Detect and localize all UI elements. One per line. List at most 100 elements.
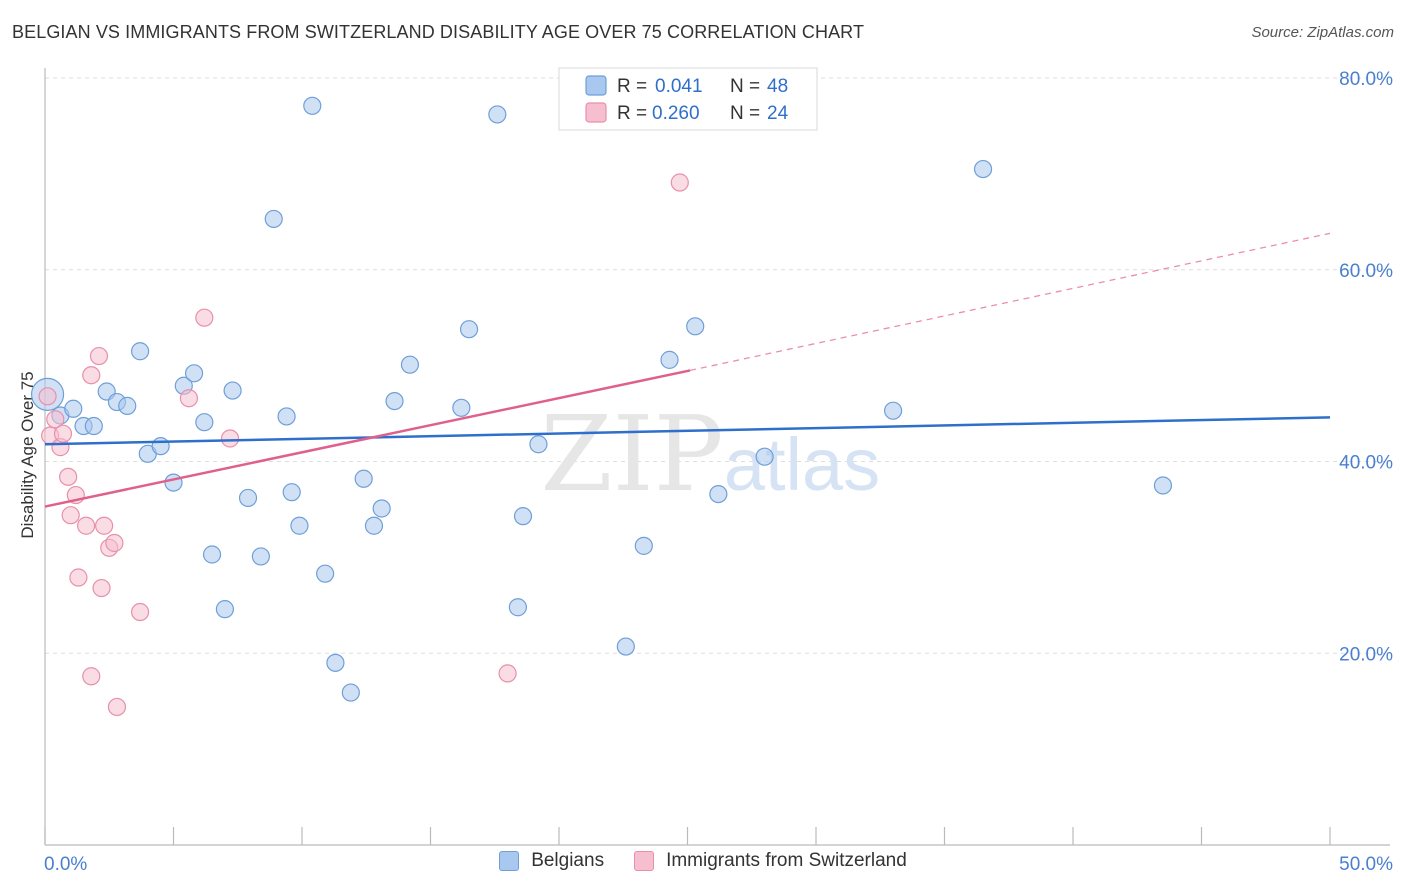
point-belgians	[709, 484, 728, 504]
axes	[44, 68, 1390, 846]
point-belgians	[755, 447, 774, 466]
trend-line-swiss	[44, 369, 691, 508]
point-swiss	[77, 516, 96, 535]
point-swiss	[220, 429, 240, 448]
point-belgians	[215, 600, 234, 619]
legend-label-swiss: Immigrants from Switzerland	[666, 850, 907, 871]
stats-swatch-pink	[585, 102, 607, 123]
point-belgians	[400, 355, 420, 374]
point-belgians	[184, 364, 204, 383]
legend-item-swiss: Immigrants from Switzerland	[634, 850, 907, 872]
point-swiss	[38, 387, 57, 406]
point-belgians	[290, 516, 309, 535]
point-belgians	[118, 396, 137, 415]
point-belgians	[195, 413, 214, 432]
legend-swatch-pink	[634, 851, 655, 871]
grid-lines	[45, 77, 1390, 654]
y-tick-label: 20.0%	[1339, 644, 1393, 665]
point-swiss	[82, 366, 101, 385]
trend-line-swiss-extension	[689, 232, 1331, 372]
legend-label-belgians: Belgians	[531, 850, 605, 871]
stats-r-label-pink: R =	[617, 103, 647, 124]
legend-swatch-blue	[499, 851, 520, 871]
series-legend: Belgians Immigrants from Switzerland	[0, 850, 1406, 872]
point-swiss	[179, 389, 199, 408]
watermark-zip: ZIP	[540, 393, 723, 515]
point-belgians	[238, 488, 258, 508]
point-belgians	[883, 401, 903, 420]
x-tick-labels: 0.0% 50.0%	[44, 854, 1393, 875]
stats-n-label-pink: N =	[730, 103, 760, 124]
point-belgians	[223, 381, 242, 400]
point-belgians	[151, 437, 170, 456]
point-belgians	[164, 473, 183, 492]
point-swiss	[670, 173, 689, 192]
point-belgians	[282, 483, 301, 502]
point-belgians	[130, 342, 150, 361]
legend-item-belgians: Belgians	[499, 850, 604, 872]
stats-r-value-blue: 0.041	[655, 76, 703, 97]
point-swiss	[92, 578, 111, 598]
point-belgians	[529, 435, 548, 454]
chart-title: BELGIAN VS IMMIGRANTS FROM SWITZERLAND D…	[12, 22, 865, 42]
source-note: Source: ZipAtlas.com	[1251, 24, 1394, 41]
point-swiss	[89, 346, 109, 366]
point-belgians	[251, 547, 270, 566]
point-belgians	[277, 407, 296, 426]
point-belgians	[686, 317, 705, 336]
stats-n-value-pink: 24	[767, 103, 789, 124]
point-swiss	[53, 424, 73, 443]
point-swiss	[59, 467, 78, 486]
stats-n-value-blue: 48	[767, 76, 788, 97]
point-swiss	[95, 516, 114, 535]
point-swiss	[107, 697, 127, 717]
point-belgians	[264, 209, 283, 229]
point-belgians	[64, 399, 83, 418]
point-belgians	[1153, 476, 1173, 495]
stats-swatch-blue	[585, 75, 607, 96]
y-tick-label: 80.0%	[1339, 69, 1393, 90]
point-belgians	[513, 507, 533, 526]
point-swiss	[130, 602, 150, 622]
point-belgians	[316, 564, 335, 583]
point-swiss	[105, 533, 124, 553]
y-tick-labels: 80.0% 60.0% 40.0% 20.0%	[1339, 69, 1393, 665]
watermark: ZIP atlas	[540, 393, 880, 515]
point-belgians	[660, 350, 679, 369]
point-belgians	[326, 653, 345, 672]
point-belgians	[634, 536, 653, 555]
stats-n-label-blue: N =	[730, 76, 760, 97]
point-belgians	[385, 391, 404, 411]
point-belgians	[354, 469, 373, 488]
trend-line-belgians	[44, 416, 1331, 446]
point-swiss	[46, 410, 65, 429]
y-axis-label: Disability Age Over 75	[18, 371, 37, 538]
point-swiss	[82, 667, 101, 686]
point-belgians	[508, 598, 527, 617]
point-swiss	[498, 664, 517, 683]
point-belgians	[973, 159, 993, 179]
watermark-atlas: atlas	[724, 423, 880, 506]
point-belgians	[372, 499, 391, 518]
y-tick-label: 40.0%	[1339, 453, 1393, 474]
point-swiss	[195, 308, 214, 327]
point-belgians	[488, 105, 507, 124]
stats-r-label-blue: R =	[617, 76, 647, 97]
trend-lines	[44, 232, 1331, 508]
point-belgians	[84, 416, 103, 436]
x-tick-label: 0.0%	[44, 854, 87, 875]
stats-r-value-pink: 0.260	[652, 103, 700, 124]
x-tick-label: 50.0%	[1339, 854, 1393, 875]
point-belgians	[303, 96, 322, 115]
point-belgians	[452, 398, 471, 417]
data-points	[30, 96, 1173, 717]
point-belgians	[616, 637, 635, 656]
stats-legend: R = 0.041 N = 48 R = 0.260 N = 24	[558, 67, 818, 131]
point-belgians	[341, 683, 360, 702]
point-belgians	[202, 545, 222, 564]
y-tick-label: 60.0%	[1339, 261, 1393, 282]
point-swiss	[69, 568, 88, 587]
point-swiss	[61, 506, 80, 525]
point-belgians	[459, 320, 479, 339]
